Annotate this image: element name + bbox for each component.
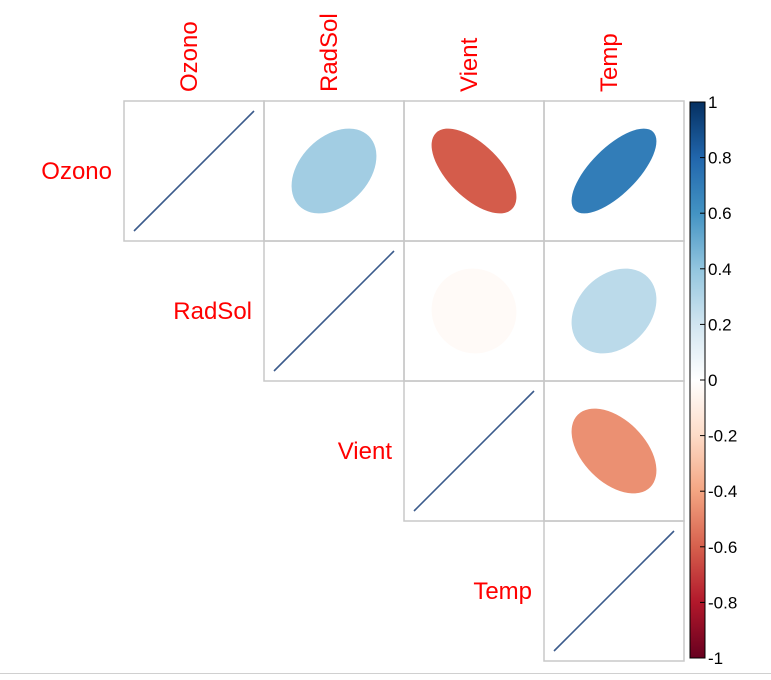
bottom-divider bbox=[0, 673, 771, 674]
colorbar-tick-label: 0.6 bbox=[708, 204, 732, 223]
colorbar-tick-label: -0.6 bbox=[708, 538, 737, 557]
colorbar-tick-label: -0.8 bbox=[708, 593, 737, 612]
color-legend: 1 0.8 0.6 0.4 0.2 0 -0.2 -0.4 -0.6 -0.8 -1 bbox=[689, 93, 737, 668]
corr-mark-ozono-radsol bbox=[291, 128, 377, 214]
colorbar-tick-label: -1 bbox=[708, 649, 723, 668]
grid-cells bbox=[123, 100, 685, 662]
row-label-radsol: RadSol bbox=[173, 298, 252, 325]
colorbar-tick-label: 0 bbox=[708, 371, 717, 390]
column-label-radsol: RadSol bbox=[316, 13, 343, 92]
corr-mark-radsol-vient bbox=[431, 268, 517, 354]
colorbar-tick-label: 0.8 bbox=[708, 149, 732, 168]
row-label-ozono: Ozono bbox=[41, 158, 112, 185]
row-label-vient: Vient bbox=[338, 438, 393, 465]
corr-mark-ozono-vient bbox=[431, 128, 517, 214]
column-label-vient: Vient bbox=[456, 37, 483, 92]
corr-mark-ozono-ozono bbox=[133, 110, 255, 232]
corr-mark-temp-temp bbox=[553, 530, 675, 652]
colorbar-tick-label: -0.2 bbox=[708, 427, 737, 446]
colorbar-tick-label: 0.4 bbox=[708, 260, 732, 279]
axis-labels: Ozono RadSol Vient Temp Ozono RadSol Vient Temp bbox=[41, 13, 623, 605]
ellipse-marks bbox=[133, 110, 675, 652]
colorbar-tick-label: 1 bbox=[708, 93, 717, 112]
corr-mark-radsol-radsol bbox=[273, 250, 395, 372]
colorbar-tick-label: -0.4 bbox=[708, 482, 737, 501]
column-label-ozono: Ozono bbox=[176, 21, 203, 92]
corr-mark-radsol-temp bbox=[571, 268, 657, 354]
row-label-temp: Temp bbox=[473, 578, 532, 605]
corr-mark-ozono-temp bbox=[571, 128, 657, 214]
corr-mark-vient-temp bbox=[571, 408, 657, 494]
colorbar-tick-label: 0.2 bbox=[708, 315, 732, 334]
corr-mark-vient-vient bbox=[413, 390, 535, 512]
column-label-temp: Temp bbox=[596, 33, 623, 92]
grid-cell-temp-temp bbox=[543, 520, 685, 662]
